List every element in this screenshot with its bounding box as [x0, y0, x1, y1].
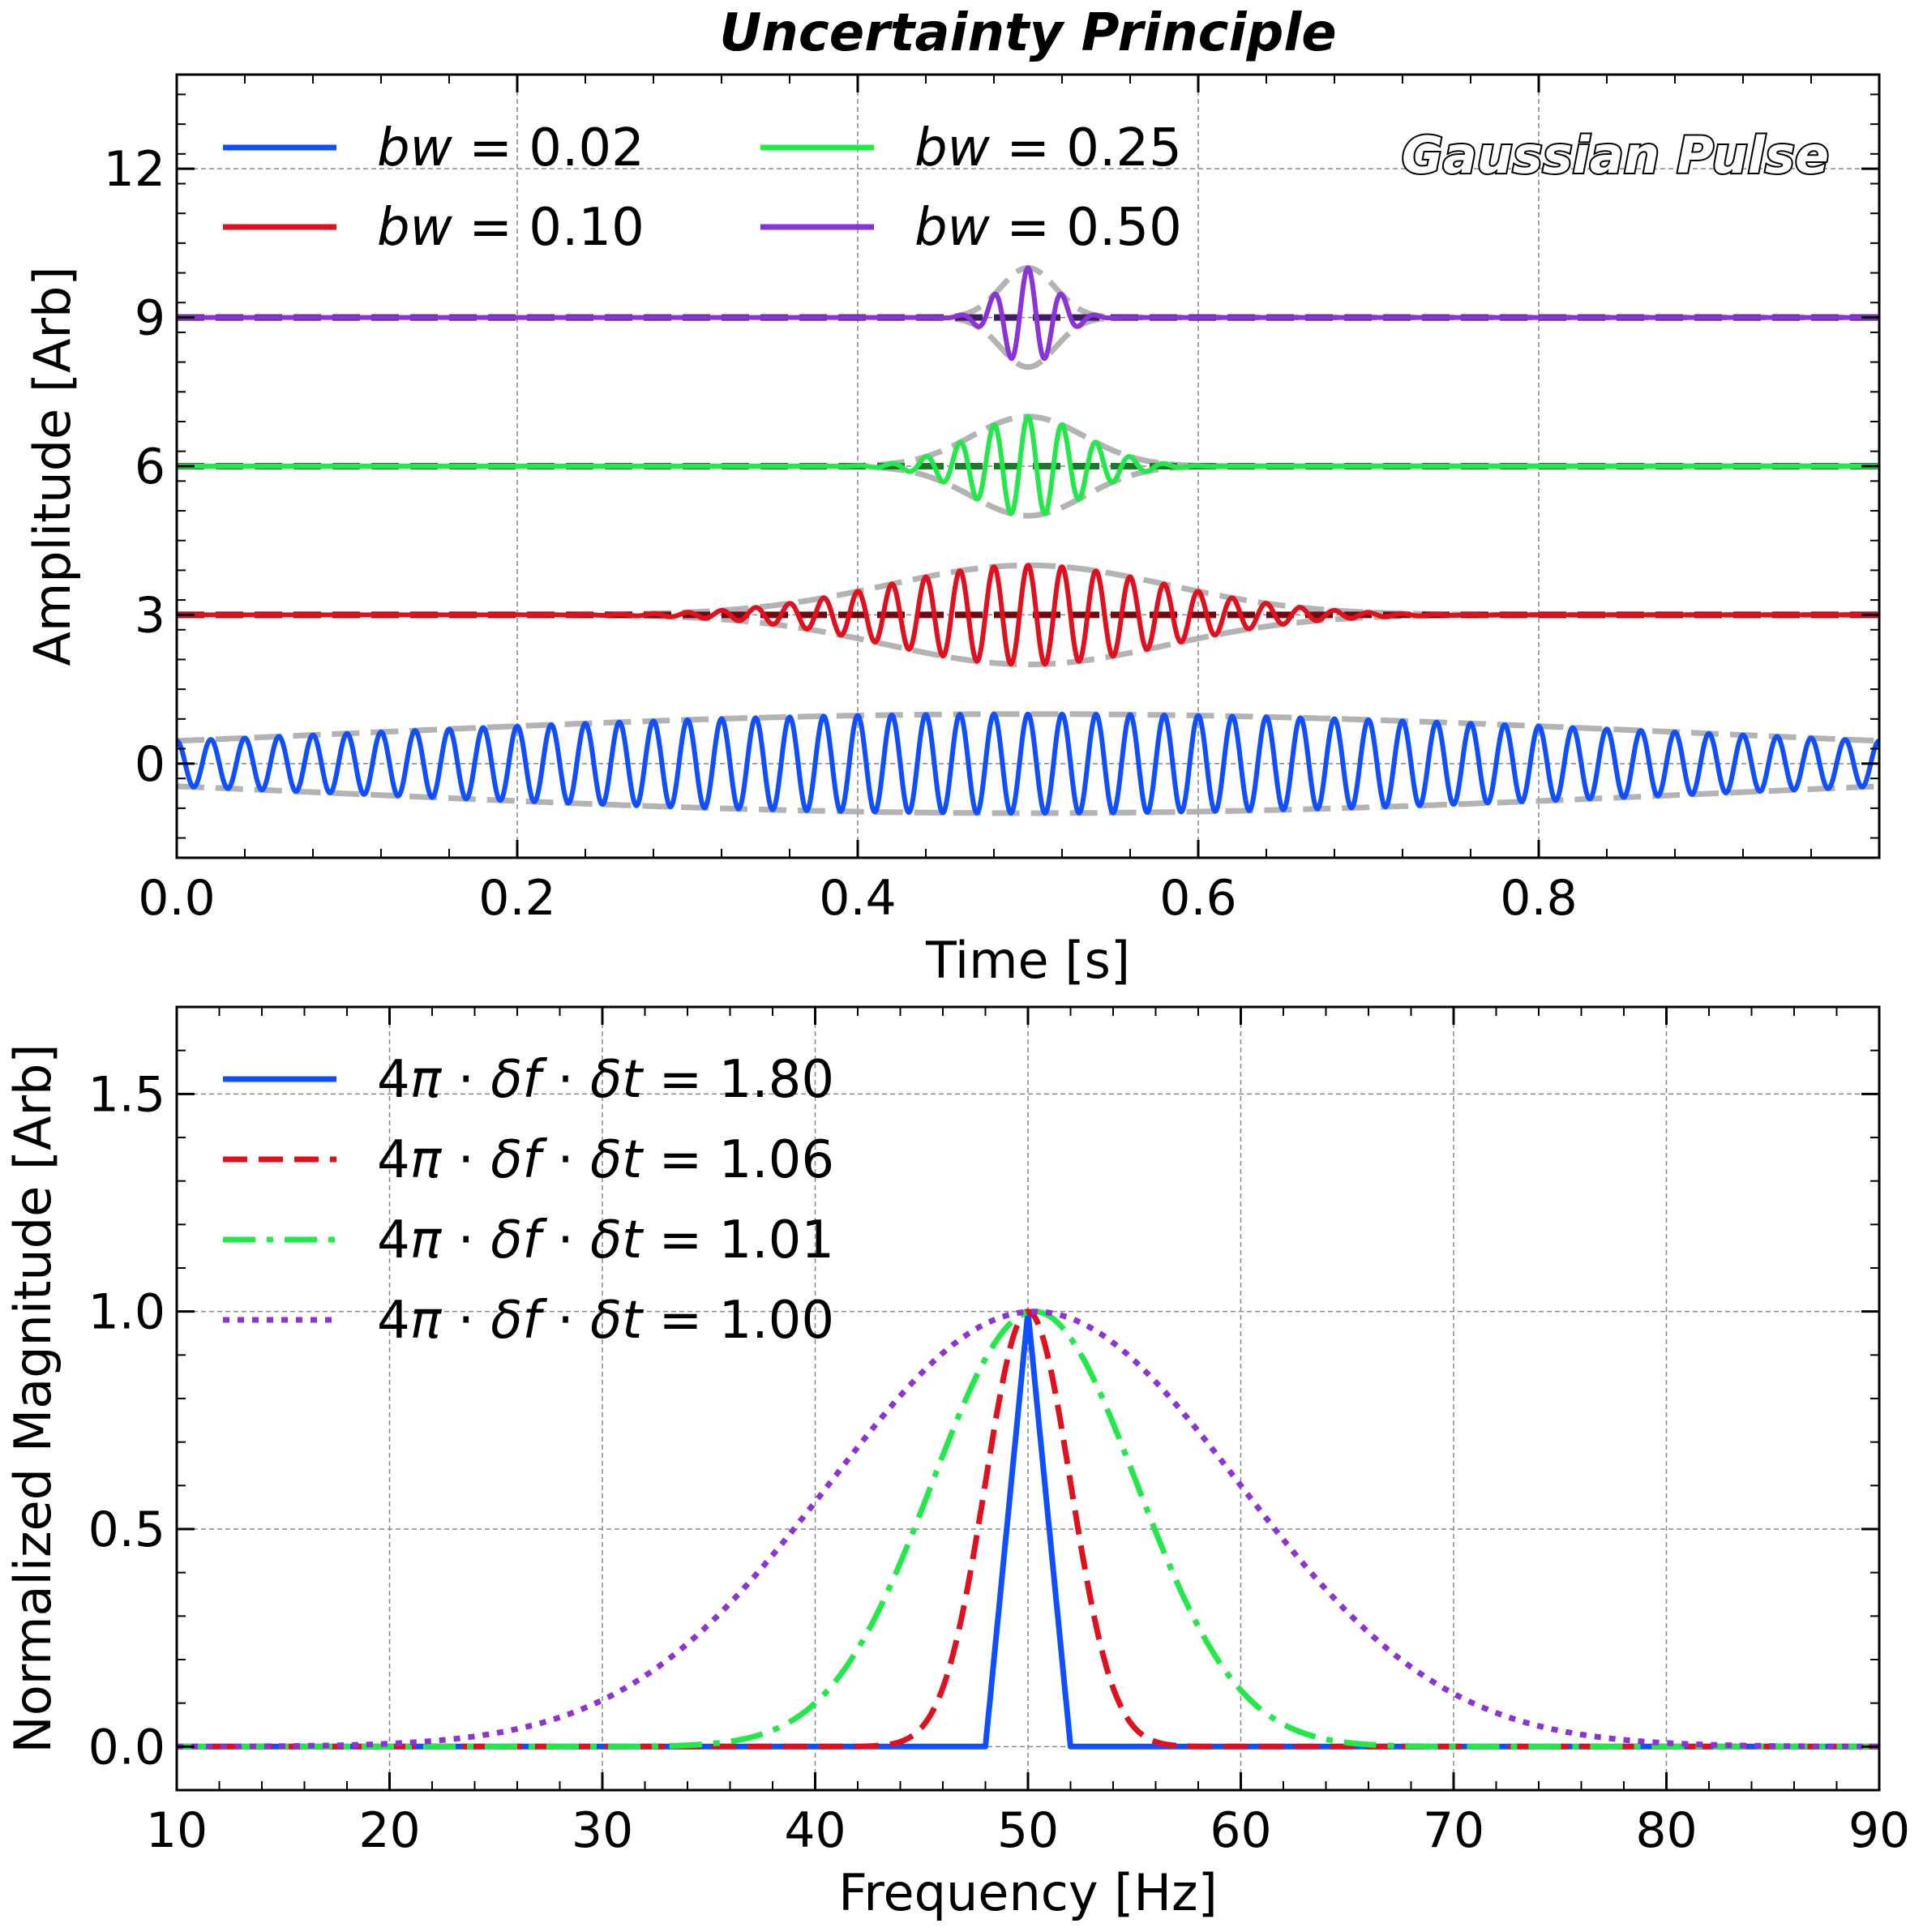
legend-value: = 0.50 [990, 198, 1182, 258]
time-xtick-label-0: 0.0 [138, 870, 215, 927]
frequency-domain-panel: 10 20 30 40 50 60 70 80 90 0.0 0.5 1.0 1.5 Frequency… [3, 1005, 1910, 1922]
time-ticks: 0.0 0.2 0.4 0.6 0.8 0 3 6 9 12 [104, 75, 1879, 927]
legend-text-part: π [410, 1130, 443, 1190]
chart-title: Uncertainty Principle [719, 3, 1336, 63]
envelope-upper-3 [177, 264, 1879, 321]
freq-legend-label-2: 4π · δf · δt = 1.01 [377, 1210, 834, 1270]
envelope-lower-0 [176, 783, 1880, 816]
legend-text-part: · [541, 1291, 590, 1351]
legend-text-part: δf [490, 1130, 547, 1190]
freq-xtick-label-0: 10 [146, 1802, 208, 1859]
freq-ytick-label-2: 1.0 [88, 1284, 165, 1341]
legend-text-part: π [410, 1050, 443, 1110]
freq-xtick-label-3: 40 [784, 1802, 846, 1859]
legend-prefix: bw [914, 118, 991, 178]
legend-text-part: δt [590, 1210, 645, 1270]
time-y-axis-label: Amplitude [Arb] [23, 266, 82, 666]
envelope-upper-1 [177, 562, 1879, 618]
time-xtick-label-4: 0.8 [1500, 870, 1577, 927]
legend-text-part: = 1.00 [642, 1291, 834, 1351]
legend-text-part: δf [490, 1291, 547, 1351]
legend-text-part: · [541, 1050, 590, 1110]
time-series [174, 264, 1882, 816]
legend-label-0: bw = 0.02 [377, 118, 645, 178]
freq-legend-label-0: 4π · δf · δt = 1.80 [377, 1050, 834, 1110]
legend-text-part: = 1.80 [642, 1050, 834, 1110]
legend-prefix: bw [377, 198, 453, 258]
legend-text-part: δt [590, 1291, 645, 1351]
freq-xtick-label-6: 70 [1423, 1802, 1484, 1859]
frequency-axes-frame [175, 1005, 1881, 1792]
legend-text-part: π [410, 1291, 443, 1351]
legend-text-part: = 1.06 [642, 1130, 834, 1190]
legend-text-part: · [541, 1210, 590, 1270]
freq-xtick-label-4: 50 [997, 1802, 1059, 1859]
time-ytick-label-4: 12 [104, 141, 165, 198]
freq-xtick-label-5: 60 [1210, 1802, 1271, 1859]
freq-xtick-label-8: 90 [1848, 1802, 1910, 1859]
legend-label-1: bw = 0.10 [377, 198, 645, 258]
freq-ytick-label-3: 1.5 [88, 1066, 165, 1123]
legend-text-part: π [410, 1210, 443, 1270]
time-ytick-label-2: 6 [135, 439, 165, 495]
time-series-line-1 [174, 563, 1882, 667]
legend-prefix: bw [377, 118, 453, 178]
legend-value: = 0.25 [990, 118, 1182, 178]
legend-value: = 0.10 [452, 198, 645, 258]
legend-text-part: 4 [377, 1050, 410, 1110]
frequency-y-axis-label: Normalized Magnitude [Arb] [3, 1043, 62, 1753]
legend-text-part: · [441, 1291, 490, 1351]
freq-legend-label-1: 4π · δf · δt = 1.06 [377, 1130, 834, 1190]
legend-label-2: bw = 0.25 [914, 118, 1182, 178]
time-axes-frame [175, 73, 1881, 859]
freq-xtick-label-2: 30 [572, 1802, 633, 1859]
legend-text-part: 4 [377, 1291, 410, 1351]
time-ytick-label-1: 3 [135, 587, 165, 644]
legend-value: = 0.02 [452, 118, 645, 178]
freq-xtick-label-7: 80 [1635, 1802, 1697, 1859]
time-ytick-label-3: 9 [135, 290, 165, 347]
legend-text-part: · [441, 1210, 490, 1270]
frequency-x-axis-label: Frequency [Hz] [838, 1863, 1218, 1922]
legend-text-part: δt [590, 1130, 645, 1190]
legend-prefix: bw [914, 198, 991, 258]
legend-text-part: δf [490, 1210, 547, 1270]
freq-xtick-label-1: 20 [358, 1802, 420, 1859]
legend-text-part: = 1.01 [642, 1210, 834, 1270]
envelope-lower-2 [177, 463, 1879, 519]
time-xtick-label-1: 0.2 [478, 870, 555, 927]
envelope-lower-3 [177, 315, 1879, 371]
frequency-series [174, 1309, 1882, 1750]
time-domain-panel: 0.0 0.2 0.4 0.6 0.8 0 3 6 9 12 Uncertainty Princi… [23, 3, 1882, 990]
legend-text-part: δf [490, 1050, 547, 1110]
freq-series-line-2 [174, 1309, 1882, 1750]
envelope-upper-2 [177, 413, 1879, 469]
time-series-line-3 [174, 265, 1882, 362]
freq-series-line-3 [174, 1309, 1882, 1750]
time-ytick-label-0: 0 [135, 736, 165, 793]
gaussian-pulse-annotation: Gaussian Pulse [1402, 126, 1829, 185]
time-xtick-label-3: 0.6 [1159, 870, 1236, 927]
frequency-grid [176, 1007, 1880, 1790]
time-xtick-label-2: 0.4 [819, 870, 896, 927]
legend-label-3: bw = 0.50 [914, 198, 1182, 258]
freq-ytick-label-1: 0.5 [88, 1501, 165, 1558]
legend-text-part: 4 [377, 1210, 410, 1270]
envelope-lower-1 [177, 611, 1879, 668]
freq-legend-label-3: 4π · δf · δt = 1.00 [377, 1291, 834, 1351]
frequency-ticks: 10 20 30 40 50 60 70 80 90 0.0 0.5 1.0 1.5 [88, 1007, 1910, 1859]
legend-text-part: δt [590, 1050, 645, 1110]
legend-text-part: · [441, 1050, 490, 1110]
legend-text-part: · [541, 1130, 590, 1190]
legend-text-part: 4 [377, 1130, 410, 1190]
envelope-upper-0 [177, 711, 1879, 744]
time-x-axis-label: Time [s] [925, 931, 1130, 990]
legend-text-part: · [441, 1130, 490, 1190]
time-series-line-2 [174, 413, 1882, 516]
time-series-line-0 [174, 711, 1882, 816]
freq-ytick-label-0: 0.0 [88, 1719, 165, 1776]
